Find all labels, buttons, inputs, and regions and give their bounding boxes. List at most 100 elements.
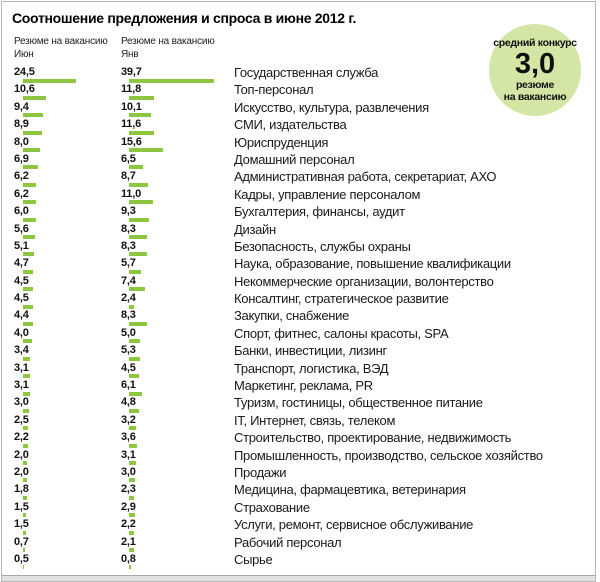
chart-row: 2,2 3,6 Строительство, проектирование, нед… [2, 430, 595, 448]
value-jan: 5,3 [121, 344, 136, 357]
value-jun: 2,2 [14, 431, 29, 444]
bar-jun [23, 478, 28, 483]
bar-jan [129, 513, 136, 518]
category-label: Услуги, ремонт, сервисное обслуживание [234, 517, 474, 533]
badge-value: 3,0 [514, 47, 556, 80]
bar-jan [129, 356, 141, 361]
bar-jun [23, 461, 28, 466]
value-jun: 2,0 [14, 465, 29, 478]
chart-row: 4,4 8,3 Закупки, снабжение [2, 308, 595, 326]
category-label: Топ-персонал [234, 82, 314, 98]
value-jun: 5,1 [14, 239, 29, 252]
value-jun: 4,5 [14, 274, 29, 287]
value-jun: 4,0 [14, 326, 29, 339]
column-header-jun-line1: Резюме на вакансию [14, 36, 108, 47]
category-label: Бухгалтерия, финансы, аудит [234, 204, 405, 220]
category-label: Страхование [234, 499, 310, 515]
value-jan: 3,1 [121, 448, 136, 461]
value-jan: 2,2 [121, 518, 136, 531]
value-jan: 5,7 [121, 257, 136, 270]
category-label: Сырье [234, 551, 273, 567]
bar-jun [23, 235, 35, 240]
value-jun: 3,1 [14, 379, 29, 392]
bar-jan [129, 287, 145, 292]
category-label: Административная работа, секретариат, АХ… [234, 169, 497, 185]
bar-jan [129, 130, 154, 135]
value-jan: 8,3 [121, 309, 136, 322]
value-jun: 0,5 [14, 552, 29, 565]
bar-jan [129, 374, 139, 379]
category-label: Продажи [234, 464, 287, 480]
value-jun: 1,8 [14, 483, 29, 496]
bar-jan [129, 565, 131, 570]
value-jan: 11,6 [121, 118, 142, 131]
category-label: Строительство, проектирование, недвижимо… [234, 430, 512, 446]
category-label: Медицина, фармацевтика, ветеринария [234, 482, 466, 498]
value-jan: 3,2 [121, 413, 136, 426]
bar-jun [23, 426, 29, 431]
bar-jun [23, 217, 36, 222]
bar-jun [23, 530, 27, 535]
value-jun: 10,6 [14, 83, 35, 96]
chart-row: 10,6 11,8 Топ-персонал [2, 82, 595, 100]
value-jun: 24,5 [14, 66, 35, 78]
value-jan: 2,4 [121, 292, 136, 305]
bar-jun [23, 287, 33, 292]
bar-jun [23, 130, 43, 135]
value-jan: 8,7 [121, 170, 136, 183]
value-jan: 8,3 [121, 222, 136, 235]
bar-jan [129, 165, 143, 170]
bar-jun [23, 113, 44, 118]
bar-jan [129, 252, 147, 257]
chart-row: 1,5 2,9 Страхование [2, 499, 595, 518]
bar-jan [129, 478, 136, 483]
value-jan: 6,1 [121, 379, 136, 392]
value-jan: 15,6 [121, 135, 142, 148]
chart-row: 0,7 2,1 Рабочий персонал [2, 534, 595, 553]
chart-row: 6,0 9,3 Бухгалтерия, финансы, аудит [2, 204, 595, 222]
bar-jan [129, 200, 153, 205]
bar-jun [23, 408, 30, 413]
chart-row: 9,4 10,1 Искусство, культура, развлечения [2, 99, 595, 118]
value-jan: 0,8 [121, 552, 136, 565]
chart-row: 1,8 2,3 Медицина, фармацевтика, ветеринари… [2, 482, 595, 500]
bar-jan [129, 339, 140, 344]
value-jan: 9,3 [121, 205, 136, 218]
bar-jun [23, 252, 34, 257]
column-header-jun: Резюме на вакансию Июн [14, 36, 108, 61]
chart-row: 2,0 3,1 Промышленность, производство, сель… [2, 448, 595, 466]
category-label: Домашний персонал [234, 151, 355, 167]
category-label: Транспорт, логистика, ВЭД [234, 360, 389, 376]
category-label: СМИ, издательства [234, 117, 347, 133]
bar-jan [129, 443, 137, 448]
category-label: Банки, инвестиции, лизинг [234, 343, 387, 359]
bar-jun [23, 391, 30, 396]
bar-jun [23, 148, 41, 153]
value-jun: 6,2 [14, 170, 29, 183]
category-label: Маркетинг, реклама, PR [234, 378, 373, 394]
column-header-jun-line2: Июн [14, 48, 34, 60]
column-header-jan: Резюме на вакансию Янв [121, 36, 215, 61]
bar-jan [129, 113, 151, 118]
value-jun: 6,2 [14, 187, 29, 200]
bottom-strip [2, 575, 595, 581]
bar-jun [23, 565, 25, 570]
chart-row: 4,5 7,4 Некоммерческие организации, волонт… [2, 274, 595, 292]
category-label: Кадры, управление персоналом [234, 186, 421, 202]
chart-row: 6,9 6,5 Домашний персонал [2, 151, 595, 170]
bar-jun [23, 548, 25, 553]
bar-jan [129, 235, 147, 240]
value-jun: 9,4 [14, 100, 29, 113]
category-label: Рабочий персонал [234, 534, 342, 550]
chart-row: 4,0 5,0 Спорт, фитнес, салоны красоты, SPA [2, 326, 595, 344]
chart-row: 3,1 4,5 Транспорт, логистика, ВЭД [2, 360, 595, 379]
category-label: Искусство, культура, развлечения [234, 99, 429, 115]
value-jun: 3,0 [14, 396, 29, 409]
average-competition-badge: средний конкурс 3,0 резюме на вакансию [489, 24, 581, 116]
value-jan: 11,0 [121, 187, 142, 200]
value-jan: 7,4 [121, 274, 136, 287]
category-label: Безопасность, службы охраны [234, 238, 411, 254]
value-jan: 39,7 [121, 66, 142, 78]
value-jan: 4,8 [121, 396, 136, 409]
